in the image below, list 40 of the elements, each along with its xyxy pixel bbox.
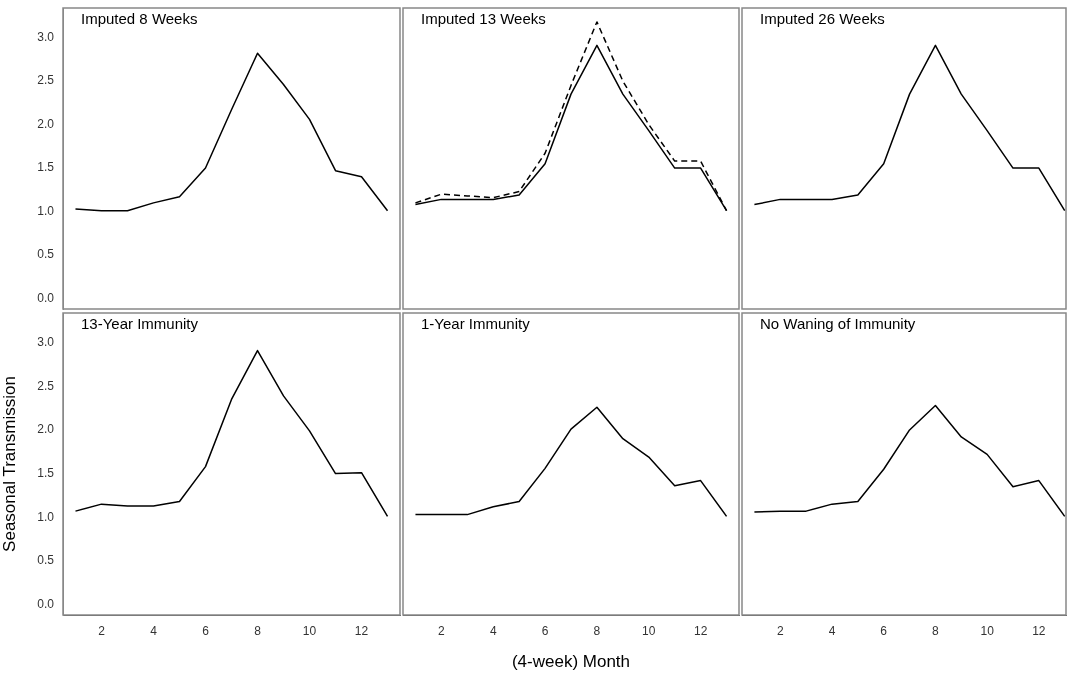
x-tick-label: 6 [202,623,210,638]
y-tick-label: 0.5 [37,247,55,262]
chart-title: 1-Year Immunity [421,314,531,332]
x-tick-label: 2 [776,623,784,638]
y-tick-label: 1.0 [37,509,55,524]
chart-title: Imputed 26 Weeks [760,9,885,27]
chart-title: Imputed 8 Weeks [81,9,198,27]
x-tick-label: 10 [302,623,317,638]
x-tick-label: 6 [541,623,549,638]
x-tick-label: 12 [354,623,369,638]
y-tick-label: 2.0 [37,116,55,131]
y-tick-label: 1.0 [37,203,55,218]
x-tick-label: 4 [489,623,497,638]
x-tick-label: 8 [932,623,940,638]
chart-title: No Waning of Immunity [760,314,916,332]
x-tick-label: 12 [1032,623,1046,638]
y-tick-label: 2.0 [37,422,55,437]
x-axis-title: (4-week) Month [511,652,631,672]
y-tick-label: 3.0 [37,29,55,44]
y-tick-label: 0.5 [37,553,55,568]
y-tick-label: 1.5 [37,465,55,480]
y-tick-label: 0.0 [37,596,55,611]
y-tick-label: 2.5 [37,73,55,88]
x-tick-label: 8 [593,623,601,638]
x-tick-label: 12 [693,623,708,638]
x-tick-label: 2 [98,623,106,638]
x-tick-label: 10 [642,623,656,638]
y-tick-label: 1.5 [37,160,55,175]
x-tick-label: 4 [828,623,836,638]
y-tick-label: 2.5 [37,378,55,393]
x-tick-label: 6 [880,623,888,638]
y-tick-label: 3.0 [37,334,55,349]
chart-title: Imputed 13 Weeks [421,9,546,27]
x-tick-label: 10 [980,623,995,638]
x-tick-label: 2 [438,623,446,638]
x-tick-label: 8 [254,623,262,638]
y-tick-label: 0.0 [37,290,55,305]
x-tick-label: 4 [150,623,158,638]
y-axis-title: Seasonal Transmission [0,376,19,552]
chart-title: 13-Year Immunity [81,314,199,332]
